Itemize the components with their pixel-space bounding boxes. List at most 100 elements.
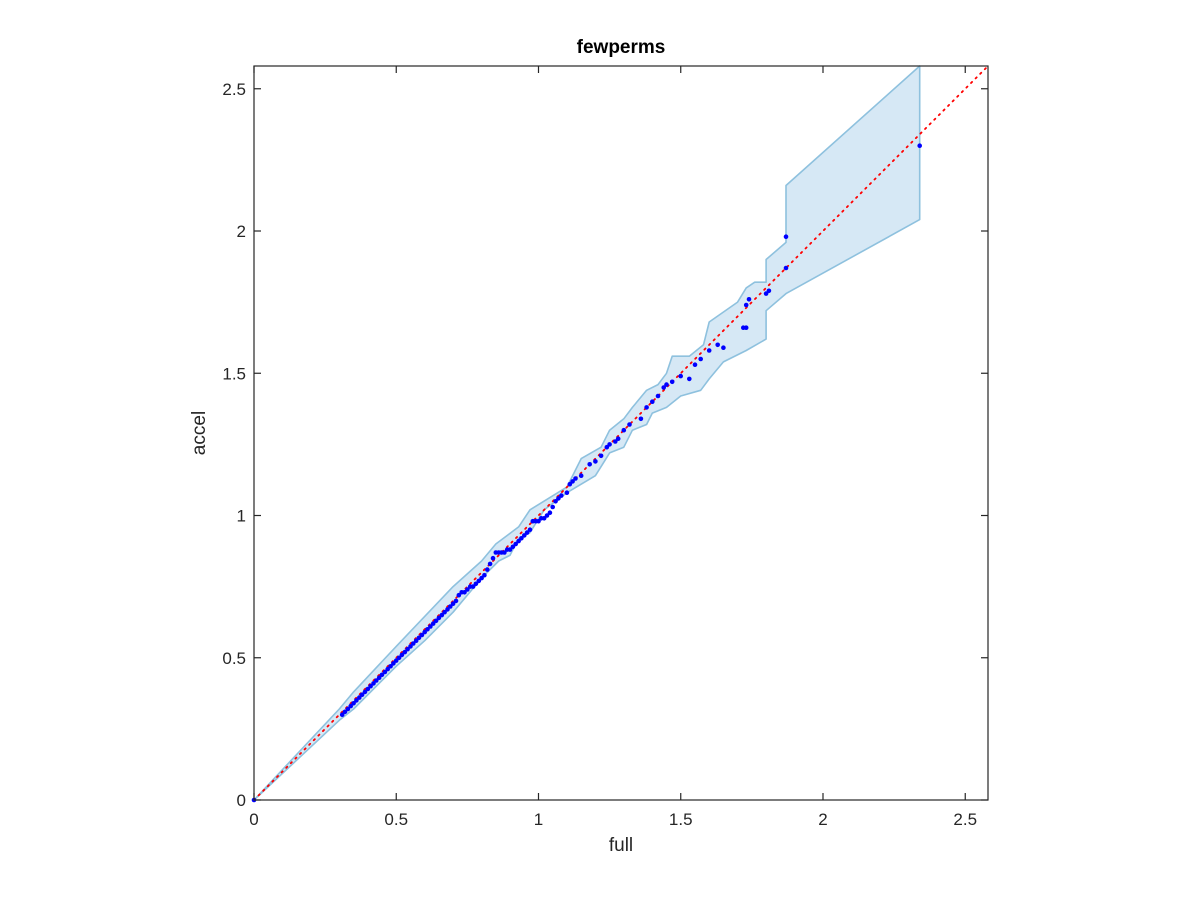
x-tick-label: 2.5 <box>953 810 977 829</box>
y-axis-label: accel <box>189 411 210 455</box>
data-point <box>550 504 555 510</box>
data-point <box>570 479 575 484</box>
data-point <box>345 706 351 712</box>
data-point <box>527 527 533 532</box>
data-point <box>743 302 749 308</box>
data-point <box>385 666 391 672</box>
y-tick-label: 0.5 <box>222 649 246 668</box>
data-point <box>411 641 416 646</box>
data-point <box>391 661 396 666</box>
data-point <box>650 399 655 405</box>
data-point <box>450 601 456 606</box>
axes-box <box>253 65 989 801</box>
x-axis-label: full <box>609 835 633 856</box>
data-point <box>362 689 368 695</box>
data-point <box>408 644 413 649</box>
data-point <box>348 703 354 709</box>
x-tick-label: 1.5 <box>669 810 693 829</box>
data-point <box>399 652 405 658</box>
data-point <box>439 612 445 618</box>
data-point <box>470 584 476 589</box>
data-point <box>396 655 402 661</box>
data-point <box>448 604 453 609</box>
data-point <box>541 516 547 521</box>
data-point <box>462 590 467 595</box>
data-point <box>715 342 720 348</box>
data-point <box>547 510 553 515</box>
data-point <box>465 587 470 592</box>
data-point <box>428 624 433 629</box>
x-axis-ticks: 0 0.5 1 1.5 2 2.5 <box>249 66 977 829</box>
data-point <box>721 345 726 351</box>
data-point <box>359 692 365 697</box>
data-point <box>456 592 462 598</box>
data-point <box>479 575 484 581</box>
data-point <box>522 533 527 538</box>
data-point <box>413 638 419 643</box>
data-point <box>598 453 604 459</box>
data-point <box>507 547 513 552</box>
data-point <box>556 496 561 501</box>
x-tick-label: 1 <box>534 810 543 829</box>
data-point <box>692 362 698 368</box>
data-point <box>374 678 379 683</box>
data-point <box>365 686 371 692</box>
data-point <box>553 499 558 504</box>
data-point <box>604 444 610 450</box>
data-point <box>698 356 703 362</box>
y-axis-ticks: 0 0.5 1 1.5 2 2.5 <box>222 80 988 810</box>
y-tick-label: 1 <box>237 507 246 526</box>
data-point <box>430 621 436 626</box>
data-point <box>487 561 493 567</box>
data-point <box>559 493 564 498</box>
data-point <box>578 473 584 479</box>
data-point <box>513 541 518 547</box>
data-point <box>502 550 507 555</box>
data-point <box>638 416 644 422</box>
data-point <box>433 618 439 624</box>
data-point <box>376 675 382 680</box>
data-point <box>644 405 649 410</box>
data-point <box>379 672 385 678</box>
data-point <box>783 234 789 239</box>
data-point <box>607 442 612 447</box>
data-point <box>425 627 430 632</box>
data-point <box>490 555 496 561</box>
data-point <box>368 683 373 689</box>
x-tick-label: 0 <box>249 810 258 829</box>
data-point <box>405 646 410 652</box>
data-point <box>613 439 618 444</box>
data-point <box>453 598 459 604</box>
data-point <box>536 518 541 524</box>
y-tick-label: 0 <box>237 791 246 810</box>
data-point <box>524 530 530 535</box>
data-point <box>763 291 769 296</box>
data-point <box>615 436 621 442</box>
data-point <box>422 629 428 635</box>
confidence-band <box>253 65 921 801</box>
y-tick-label: 2.5 <box>222 80 246 99</box>
data-point <box>678 373 683 379</box>
data-point <box>743 325 749 331</box>
data-point <box>706 348 712 353</box>
data-point <box>342 709 348 715</box>
data-point <box>442 609 447 615</box>
data-point <box>917 143 922 148</box>
data-point <box>766 288 772 294</box>
data-point <box>393 658 399 663</box>
data-point <box>445 607 450 612</box>
data-point <box>473 581 479 587</box>
data-point <box>436 615 442 621</box>
data-point <box>485 567 490 572</box>
x-tick-label: 0.5 <box>384 810 408 829</box>
data-point <box>516 538 521 544</box>
data-point <box>593 459 598 464</box>
data-point <box>382 669 388 675</box>
reference-line <box>253 65 989 801</box>
data-point <box>567 481 573 487</box>
data-point <box>544 513 550 518</box>
data-point <box>687 376 692 382</box>
data-point <box>357 695 362 700</box>
data-point <box>419 632 425 638</box>
